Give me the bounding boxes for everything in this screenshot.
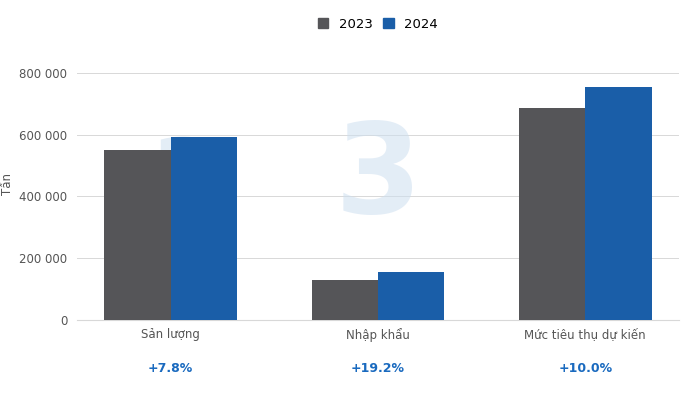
- Bar: [104, 150, 171, 320]
- Legend: 2023, 2024: 2023, 2024: [314, 14, 442, 35]
- Y-axis label: Tấn: Tấn: [1, 173, 13, 195]
- Text: +7.8%: +7.8%: [148, 362, 193, 375]
- Bar: [312, 280, 378, 320]
- Text: 3: 3: [524, 157, 594, 254]
- Text: +19.2%: +19.2%: [351, 362, 405, 375]
- Bar: [378, 272, 444, 320]
- Text: 3: 3: [335, 118, 421, 239]
- Text: +10.0%: +10.0%: [558, 362, 612, 375]
- Bar: [171, 137, 237, 320]
- Text: 3: 3: [150, 136, 220, 232]
- Bar: [585, 87, 652, 320]
- Bar: [519, 108, 585, 320]
